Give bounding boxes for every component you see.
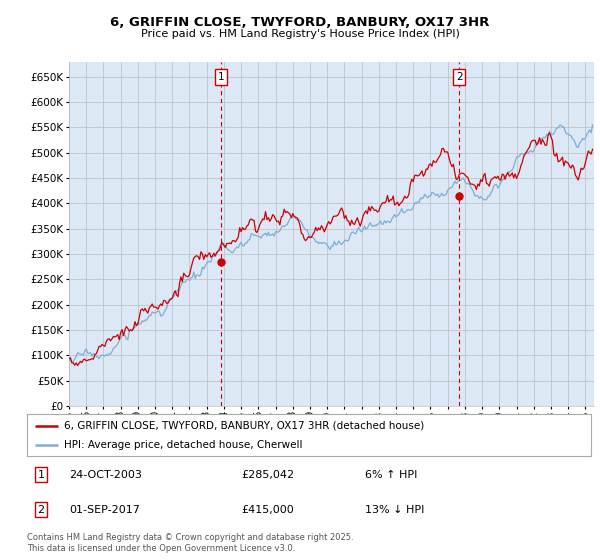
Text: 6, GRIFFIN CLOSE, TWYFORD, BANBURY, OX17 3HR: 6, GRIFFIN CLOSE, TWYFORD, BANBURY, OX17… [110, 16, 490, 29]
Text: 2: 2 [456, 72, 463, 82]
Text: 13% ↓ HPI: 13% ↓ HPI [365, 505, 425, 515]
Text: Price paid vs. HM Land Registry's House Price Index (HPI): Price paid vs. HM Land Registry's House … [140, 29, 460, 39]
Text: Contains HM Land Registry data © Crown copyright and database right 2025.
This d: Contains HM Land Registry data © Crown c… [27, 533, 353, 553]
Text: HPI: Average price, detached house, Cherwell: HPI: Average price, detached house, Cher… [64, 440, 302, 450]
Text: 24-OCT-2003: 24-OCT-2003 [70, 470, 142, 479]
Text: 6% ↑ HPI: 6% ↑ HPI [365, 470, 418, 479]
Text: 2: 2 [38, 505, 44, 515]
Text: £415,000: £415,000 [241, 505, 294, 515]
Text: £285,042: £285,042 [241, 470, 295, 479]
Text: 1: 1 [218, 72, 224, 82]
Text: 01-SEP-2017: 01-SEP-2017 [70, 505, 140, 515]
Text: 1: 1 [38, 470, 44, 479]
Text: 6, GRIFFIN CLOSE, TWYFORD, BANBURY, OX17 3HR (detached house): 6, GRIFFIN CLOSE, TWYFORD, BANBURY, OX17… [64, 421, 424, 431]
